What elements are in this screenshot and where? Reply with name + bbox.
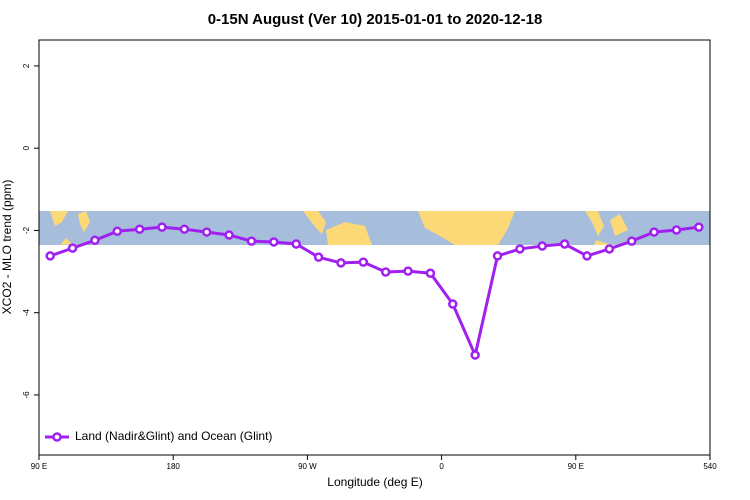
- point: [336, 258, 346, 268]
- point: [202, 227, 212, 237]
- point: [224, 230, 234, 240]
- plot-frame: [38, 39, 711, 456]
- point: [448, 299, 458, 309]
- y-tick-label: -2: [22, 226, 31, 234]
- land: [303, 211, 372, 245]
- point: [246, 236, 257, 246]
- point: [269, 237, 279, 247]
- point: [313, 252, 324, 262]
- point: [90, 235, 100, 246]
- y-axis-label: XCO2 - MLO trend (ppm): [0, 180, 14, 315]
- point: [671, 225, 682, 235]
- point: [604, 244, 615, 254]
- land: [50, 211, 90, 245]
- point: [45, 251, 55, 261]
- point: [492, 251, 503, 261]
- point: [537, 241, 547, 251]
- point: [515, 244, 525, 254]
- point: [425, 268, 436, 278]
- legend-label: Land (Nadir&Glint) and Ocean (Glint): [75, 429, 272, 443]
- x-tick-label: 90 E: [568, 462, 584, 471]
- series-line: [49, 225, 700, 360]
- point: [582, 251, 592, 261]
- point: [358, 257, 369, 267]
- x-tick-label: 90 E: [31, 462, 47, 471]
- x-tick-label: 90 W: [298, 462, 317, 471]
- x-tick-label: 180: [167, 462, 181, 471]
- point: [694, 222, 704, 232]
- chart-title: 0-15N August (Ver 10) 2015-01-01 to 2020…: [208, 11, 543, 28]
- point: [134, 224, 145, 234]
- point: [179, 224, 190, 234]
- point: [67, 243, 78, 253]
- point: [157, 222, 167, 232]
- y-tick-label: -4: [22, 309, 31, 317]
- x-axis-label: Longitude (deg E): [327, 475, 422, 489]
- land: [585, 211, 628, 245]
- y-tick-label: -6: [22, 391, 31, 399]
- legend-marker: [52, 432, 62, 442]
- land: [418, 211, 515, 245]
- point: [380, 267, 391, 277]
- point: [470, 350, 480, 360]
- point: [649, 227, 659, 237]
- point: [626, 236, 637, 246]
- point: [559, 239, 570, 249]
- point: [112, 226, 123, 237]
- y-tick-label: 0: [22, 145, 31, 150]
- x-tick-label: 0: [439, 462, 444, 471]
- y-tick-label: 2: [22, 63, 31, 68]
- point: [403, 266, 413, 276]
- point: [291, 239, 301, 249]
- x-tick-label: 540: [703, 462, 717, 471]
